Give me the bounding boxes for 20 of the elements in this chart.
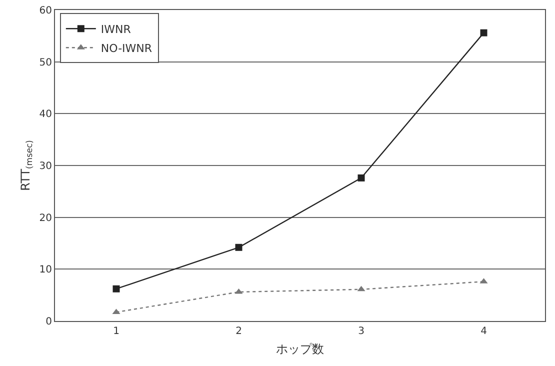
y-tick-label: 20: [39, 212, 52, 224]
point: [480, 29, 488, 36]
y-tick-label: 30: [39, 161, 52, 172]
point: [234, 288, 243, 294]
y-tick-label: 40: [39, 109, 52, 120]
y-tick-label: 0: [46, 316, 52, 328]
y-tick-label: 50: [39, 57, 52, 68]
point: [235, 244, 242, 251]
point: [112, 285, 120, 292]
x-tick-label: 3: [358, 326, 364, 337]
y-tick-label: 10: [39, 264, 52, 276]
point: [357, 286, 366, 292]
y-tick-label: 60: [39, 6, 52, 16]
x-tick-label: 2: [236, 326, 242, 337]
legend-label: IWNR: [100, 22, 132, 36]
point: [358, 174, 365, 182]
x-tick-label: 1: [113, 326, 120, 337]
x-axis-title: ホップ数: [276, 342, 324, 356]
x-tick-label: 4: [480, 326, 487, 337]
legend-label: NO-IWNR: [100, 42, 152, 55]
